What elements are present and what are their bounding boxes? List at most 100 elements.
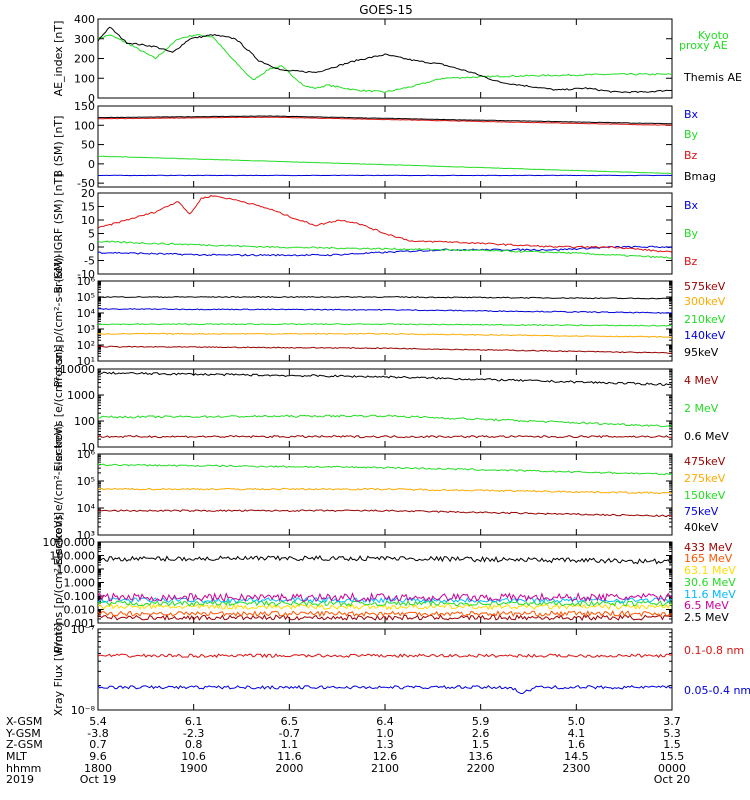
- time-axis-value: -0.7: [279, 727, 300, 740]
- y-tick-label: 10⁴: [77, 502, 96, 515]
- legend-label: 575keV: [684, 280, 726, 293]
- y-axis-label: B (SM) [nT]: [52, 116, 65, 178]
- y-axis-label: B (SM)-IGRF (SM) [nT]: [52, 173, 65, 293]
- panel-bsm: -50 0 50 100 150 B (SM) [nT] Bx By Bz Bmag: [52, 100, 716, 190]
- series-line-75kev: [98, 426, 672, 428]
- legend-label: 300keV: [684, 295, 726, 308]
- legend-label: Bz: [684, 149, 698, 162]
- y-tick-label: 200: [74, 53, 95, 66]
- panel-frame: [97, 541, 673, 624]
- y-tick-label: 10⁻⁸: [71, 704, 96, 717]
- legend-label: 6.5 MeV: [684, 599, 729, 612]
- time-axis-value: 2100: [371, 762, 399, 775]
- time-axis-value: -3.8: [87, 727, 108, 740]
- time-axis-value: 5.9: [472, 715, 490, 728]
- legend-label: By: [684, 227, 699, 240]
- time-axis-value: 10.6: [181, 750, 206, 763]
- plot-title: GOES-15: [359, 3, 413, 17]
- y-tick-label: 10²: [77, 339, 95, 352]
- time-axis-value: 3.7: [663, 715, 681, 728]
- y-tick-label: 15: [81, 201, 95, 214]
- panel-xray: 10⁻⁸ 10⁻⁷ Xray Flux [W/m²] 0.1-0.8 nm 0.05-0…: [52, 623, 750, 717]
- time-axis-value: 0.7: [89, 738, 107, 751]
- legend-label: 0.1-0.8 nm: [684, 644, 744, 657]
- time-axis-row-label: MLT: [6, 750, 27, 763]
- y-tick-label: 10: [81, 214, 95, 227]
- time-axis-value: 14.5: [564, 750, 589, 763]
- series-line-2-mev: [98, 414, 672, 428]
- series-line-433-mev: [98, 613, 672, 622]
- y-axis-label: Electrons e/(cm²-s-sr-keV): [52, 423, 65, 565]
- y-tick-label: 50: [81, 139, 95, 152]
- series-line-bx: [98, 245, 672, 257]
- y-tick-label: 10⁶: [77, 448, 96, 461]
- y-tick-label: 100: [74, 119, 95, 132]
- legend-label: 4 MeV: [684, 374, 719, 387]
- y-tick-label: 0.001: [64, 617, 96, 630]
- time-axis-value: 1900: [180, 762, 208, 775]
- legend-label: 11.6 MeV: [684, 588, 736, 601]
- legend-label: 165 MeV: [684, 552, 733, 565]
- series-line-30-6-mev: [98, 599, 672, 607]
- time-axis-value: 6.1: [185, 715, 203, 728]
- y-tick-label: 5: [88, 228, 95, 241]
- series-line-4-mev: [98, 435, 672, 439]
- time-axis-value: 5.3: [663, 727, 681, 740]
- series-line-themis-ae: [98, 26, 672, 94]
- series-line-0-6-mev: [98, 371, 672, 386]
- legend-label: Bz: [684, 255, 698, 268]
- time-axis-value: 2200: [467, 762, 495, 775]
- legend-label: 433 MeV: [684, 541, 733, 554]
- y-tick-label: 150: [74, 100, 95, 113]
- time-axis-value: 9.6: [89, 750, 107, 763]
- y-tick-label: 1.000: [64, 577, 96, 590]
- legend-label: By: [684, 128, 699, 141]
- legend-label: 95keV: [684, 346, 719, 359]
- time-axis-value: 2000: [275, 762, 303, 775]
- legend-label: 475keV: [684, 455, 726, 468]
- y-tick-label: -50: [77, 177, 95, 190]
- y-tick-label: 1000.000: [43, 536, 96, 549]
- y-tick-label: 10¹: [77, 355, 95, 368]
- series-line-6-5-mev: [98, 591, 672, 603]
- legend-label: 75keV: [684, 505, 719, 518]
- time-axis-value: 1.0: [376, 727, 394, 740]
- y-axis-label: Protons p/(cm²-s-sr-keV): [52, 255, 65, 388]
- y-tick-label: 100.000: [50, 550, 96, 563]
- y-tick-label: 0: [88, 241, 95, 254]
- time-axis-value: 1.1: [281, 738, 299, 751]
- y-axis-label: Electrons [e/(cm²-s-sr)]: [52, 344, 65, 471]
- y-tick-label: 10⁴: [77, 307, 96, 320]
- time-axis-value: 0000: [658, 762, 686, 775]
- legend-label: 275keV: [684, 472, 726, 485]
- time-axis-value: 1.5: [663, 738, 681, 751]
- time-axis-value: Oct 20: [654, 773, 691, 786]
- time-axis-value: 1800: [84, 762, 112, 775]
- y-tick-label: 10⁻⁷: [71, 623, 95, 636]
- y-tick-label: 0: [88, 158, 95, 171]
- time-axis-value: 15.5: [660, 750, 685, 763]
- time-axis-value: 12.6: [373, 750, 398, 763]
- y-tick-label: 10³: [77, 323, 95, 336]
- time-axis-value: 11.6: [277, 750, 302, 763]
- y-tick-label: 10⁶: [77, 275, 96, 288]
- y-tick-label: 10⁵: [77, 475, 95, 488]
- series-line-275kev: [98, 487, 672, 495]
- y-tick-label: 100: [74, 72, 95, 85]
- series-line-2-5-mev: [98, 554, 672, 565]
- series-line-40kev: [98, 426, 672, 428]
- panel-protons2: 0.0010.0100.1001.00010.000100.0001000.00…: [43, 512, 737, 653]
- y-tick-label: 0: [88, 92, 95, 105]
- series-line-140kev: [98, 332, 672, 338]
- y-tick-label: 10.000: [57, 563, 96, 576]
- legend-label: Bmag: [684, 170, 716, 183]
- legend-label: 210keV: [684, 313, 726, 326]
- legend-label: Themis AE: [683, 71, 742, 84]
- legend-label: 0.6 MeV: [684, 430, 729, 443]
- legend-label: 0.05-0.4 nm: [684, 684, 750, 697]
- legend-label: 2.5 MeV: [684, 611, 729, 624]
- series-line-by: [98, 155, 672, 174]
